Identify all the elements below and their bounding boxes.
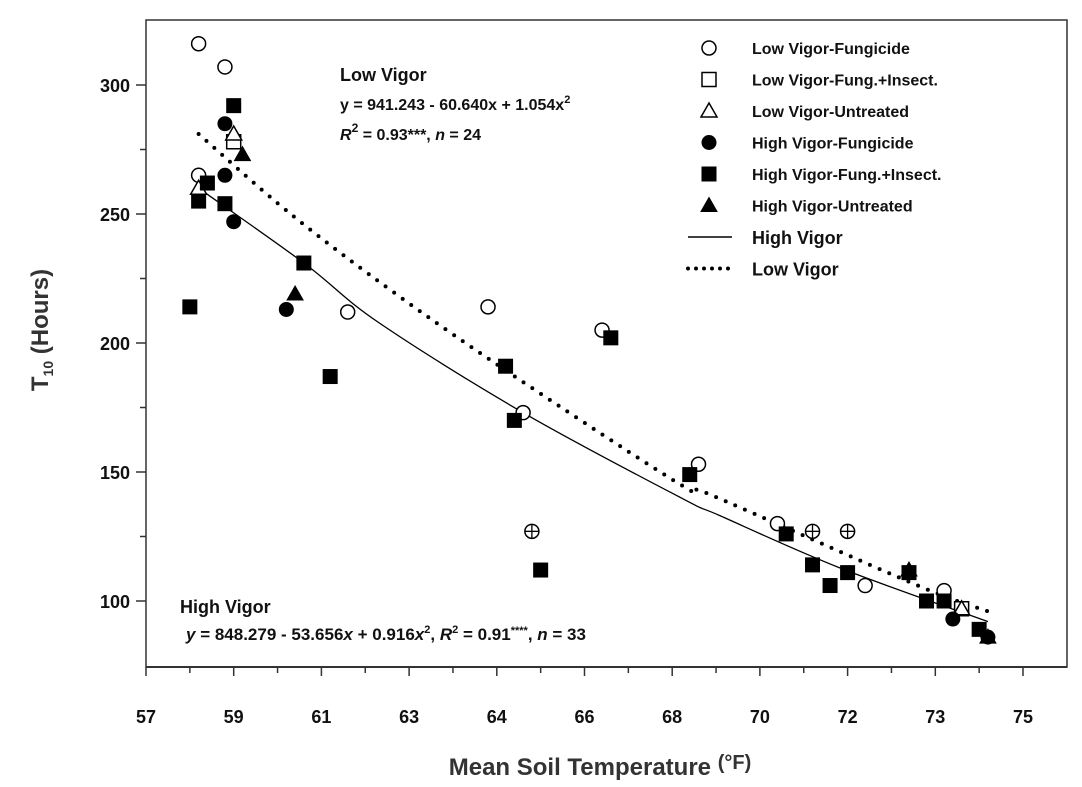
legend: Low Vigor-Fungicide Low Vigor-Fung.+Insec… (686, 40, 942, 280)
point-high-vigor-fung-insect (191, 193, 207, 209)
point-high-vigor-fung-insect (971, 621, 987, 637)
point-high-vigor-fung-insect (682, 467, 698, 483)
high-vigor-fit-curve (198, 187, 989, 623)
legend-label: High Vigor-Untreated (752, 199, 913, 216)
point-high-vigor-fung-insect (533, 562, 549, 578)
point-high-vigor-fungicide (217, 116, 233, 132)
legend-marker (701, 166, 717, 182)
x-axis-title: Mean Soil Temperature (°F) (449, 752, 752, 781)
y-tick-label: 300 (100, 76, 130, 96)
x-tick-label: 70 (750, 707, 770, 727)
low-vigor-annotation: Low Vigor y = 941.243 - 60.640x + 1.054x… (340, 65, 570, 144)
y-tick-label: 100 (100, 592, 130, 612)
point-low-vigor-fungicide (217, 59, 233, 75)
point-low-vigor-fungicide (480, 299, 496, 315)
legend-label: High Vigor-Fung.+Insect. (752, 167, 942, 184)
point-high-vigor-untreated (979, 628, 997, 644)
high-vigor-equation: y = 848.279 - 53.656x + 0.916x2, R2 = 0.… (185, 624, 586, 644)
x-tick-label: 64 (487, 707, 507, 727)
data-points (182, 35, 997, 645)
point-high-vigor-fung-insect (217, 196, 233, 212)
point-high-vigor-fung-insect (919, 593, 935, 609)
point-high-vigor-untreated (900, 561, 918, 577)
legend-marker (701, 135, 717, 150)
point-low-vigor-untreated (952, 599, 971, 616)
point-high-vigor-fungicide (945, 611, 961, 627)
point-high-vigor-fungicide (217, 167, 233, 183)
legend-label: Low Vigor-Untreated (752, 104, 909, 121)
y-axis: 100 150 200 250 300 (100, 76, 146, 612)
point-high-vigor-fung-insect (506, 412, 522, 428)
legend-marker (701, 71, 717, 88)
point-low-vigor-fungicide (190, 35, 207, 52)
x-tick-label: 73 (925, 707, 945, 727)
low-vigor-equation: y = 941.243 - 60.640x + 1.054x2 (340, 94, 570, 114)
high-vigor-title: High Vigor (180, 597, 271, 617)
legend-marker (700, 196, 718, 212)
x-tick-label: 57 (136, 707, 156, 727)
x-tick-label: 75 (1013, 707, 1033, 727)
point-high-vigor-untreated (286, 284, 304, 301)
point-low-vigor-untreated (224, 124, 243, 141)
point-high-vigor-fung-insect (296, 255, 312, 271)
point-low-vigor-fungicide (857, 577, 873, 594)
x-tick-label: 72 (838, 707, 858, 727)
x-tick-label: 61 (311, 707, 331, 727)
y-tick-label: 150 (100, 463, 130, 483)
high-vigor-annotation: High Vigor y = 848.279 - 53.656x + 0.916… (180, 597, 586, 644)
point-high-vigor-untreated (233, 145, 252, 162)
point-high-vigor-fung-insect (322, 369, 338, 385)
x-tick-label: 68 (662, 707, 682, 727)
y-tick-label: 200 (100, 334, 130, 354)
x-tick-label: 59 (224, 707, 244, 727)
point-high-vigor-fung-insect (936, 593, 952, 609)
point-high-vigor-fung-insect (182, 299, 198, 315)
x-tick-label: 66 (574, 707, 594, 727)
legend-label: Low Vigor (752, 260, 839, 280)
point-high-vigor-fung-insect (822, 578, 838, 594)
low-vigor-title: Low Vigor (340, 65, 427, 85)
point-high-vigor-fung-insect (199, 175, 215, 191)
legend-label: Low Vigor-Fungicide (752, 41, 910, 58)
point-high-vigor-fungicide (226, 214, 242, 230)
legend-label: High Vigor (752, 228, 843, 248)
y-axis-title: T10 (Hours) (27, 269, 56, 391)
y-tick-label: 250 (100, 205, 130, 225)
fit-curves (196, 132, 990, 623)
point-low-vigor-fungicide (339, 304, 356, 320)
legend-marker (701, 40, 717, 56)
point-high-vigor-fung-insect (840, 565, 856, 581)
point-high-vigor-fung-insect (603, 330, 619, 346)
legend-marker (699, 101, 719, 118)
low-vigor-r2: R2 = 0.93***, n = 24 (340, 121, 481, 144)
legend-label: High Vigor-Fungicide (752, 136, 914, 153)
point-high-vigor-fungicide (278, 301, 294, 317)
x-axis: 57 59 61 63 64 66 68 70 72 73 75 (136, 666, 1067, 727)
x-tick-label: 63 (399, 707, 419, 727)
legend-label: Low Vigor-Fung.+Insect. (752, 73, 938, 90)
point-high-vigor-fung-insect (226, 98, 242, 114)
point-high-vigor-fung-insect (805, 557, 821, 573)
point-high-vigor-fung-insect (498, 358, 514, 374)
point-high-vigor-fung-insect (778, 526, 794, 542)
